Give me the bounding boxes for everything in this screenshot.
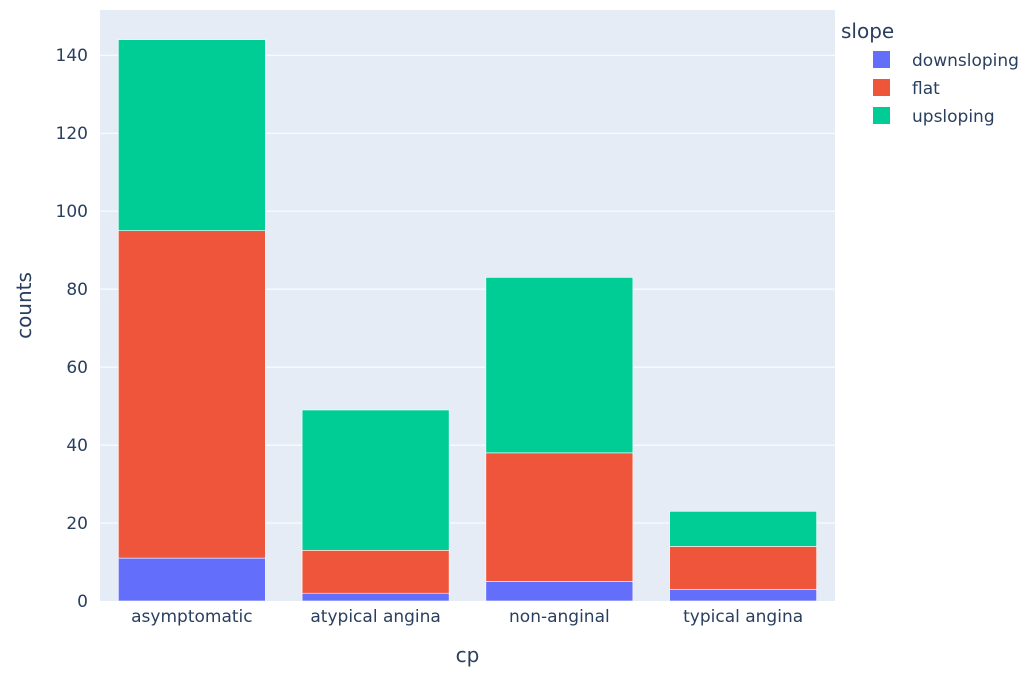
y-tick-label: 120 bbox=[56, 124, 88, 144]
legend-swatch bbox=[873, 51, 890, 68]
bar-flat-2[interactable] bbox=[485, 452, 634, 582]
x-tick-label: asymptomatic bbox=[131, 607, 252, 627]
legend-label: downsloping bbox=[912, 51, 1019, 71]
legend-swatch bbox=[873, 79, 890, 96]
x-axis-ticks: asymptomatic atypical angina non-anginal ty… bbox=[131, 607, 803, 627]
y-tick-label: 100 bbox=[56, 202, 88, 222]
bar-upsloping-0[interactable] bbox=[118, 39, 266, 231]
y-axis-title: counts bbox=[12, 272, 36, 339]
legend-item-flat[interactable]: flat bbox=[873, 79, 940, 99]
y-tick-label: 140 bbox=[56, 46, 88, 66]
x-tick-label: typical angina bbox=[683, 607, 803, 627]
x-tick-label: non-anginal bbox=[509, 607, 610, 627]
x-axis-title: cp bbox=[456, 643, 480, 667]
bar-flat-1[interactable] bbox=[301, 550, 450, 594]
y-tick-label: 80 bbox=[66, 280, 88, 300]
legend-title: slope bbox=[841, 19, 894, 43]
bars bbox=[118, 39, 817, 602]
legend[interactable]: slope downsloping flat upsloping bbox=[841, 19, 1019, 127]
y-tick-label: 20 bbox=[66, 514, 88, 534]
y-axis-ticks: 0 20 40 60 80 100 120 140 bbox=[56, 46, 88, 612]
x-tick-label: atypical angina bbox=[310, 607, 440, 627]
y-tick-label: 0 bbox=[77, 592, 88, 612]
bar-upsloping-2[interactable] bbox=[485, 277, 634, 454]
legend-label: flat bbox=[912, 79, 940, 99]
legend-item-downsloping[interactable]: downsloping bbox=[873, 51, 1019, 71]
legend-item-upsloping[interactable]: upsloping bbox=[873, 107, 995, 127]
bar-upsloping-3[interactable] bbox=[669, 511, 817, 547]
y-tick-label: 60 bbox=[66, 358, 88, 378]
bar-flat-0[interactable] bbox=[118, 230, 266, 559]
bar-downsloping-0[interactable] bbox=[118, 557, 266, 602]
bar-flat-3[interactable] bbox=[669, 546, 817, 590]
bar-upsloping-1[interactable] bbox=[301, 409, 450, 551]
bar-downsloping-1[interactable] bbox=[301, 592, 450, 602]
legend-label: upsloping bbox=[912, 107, 995, 127]
y-tick-label: 40 bbox=[66, 436, 88, 456]
legend-swatch bbox=[873, 107, 890, 124]
bar-downsloping-2[interactable] bbox=[485, 581, 634, 602]
bar-downsloping-3[interactable] bbox=[669, 589, 817, 602]
